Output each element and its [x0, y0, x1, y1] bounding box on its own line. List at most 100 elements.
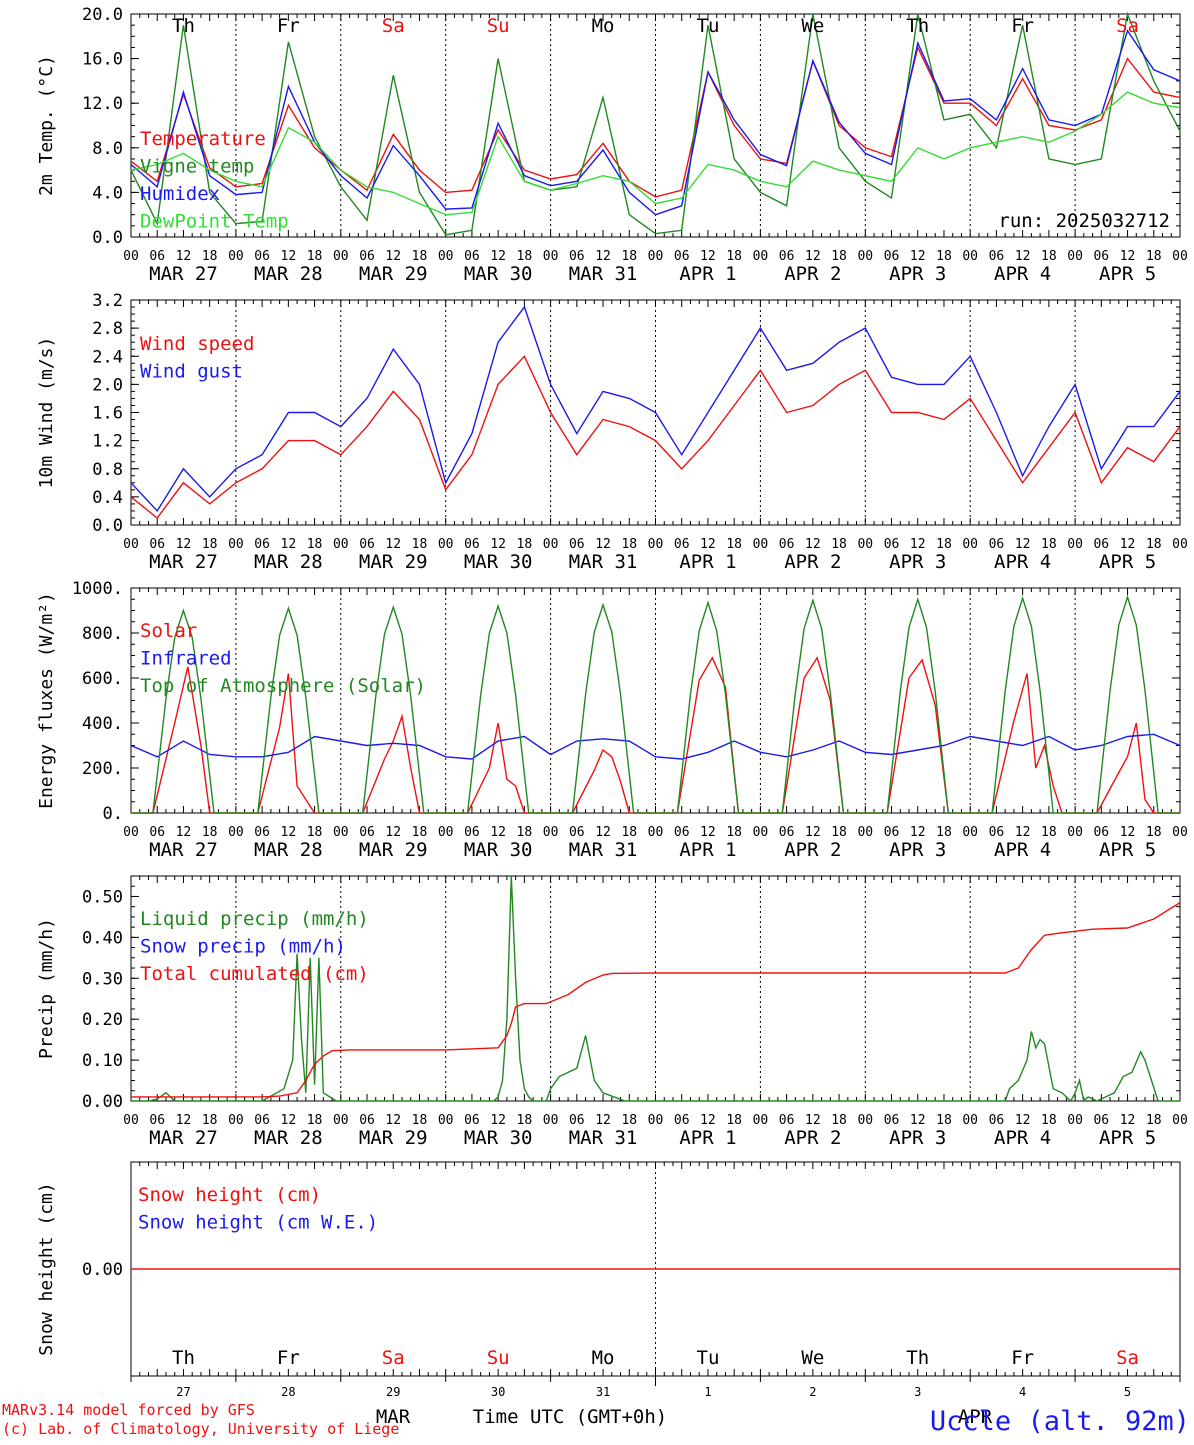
- wind-legend-entry: Wind speed: [140, 333, 254, 355]
- bottom-day-number: 1: [704, 1385, 711, 1399]
- wind-ylabel: 10m Wind (m/s): [36, 337, 57, 489]
- temp-hour-label: 12: [910, 249, 926, 264]
- energy-hour-label: 12: [910, 825, 926, 840]
- temp-legend-entry: Humidex: [140, 183, 220, 205]
- temp-hour-label: 00: [753, 249, 769, 264]
- energy-hour-label: 18: [517, 825, 533, 840]
- snow-day-name: Tu: [697, 1347, 720, 1369]
- precip-date-label: MAR 28: [254, 1127, 323, 1149]
- temp-hour-label: 00: [1172, 249, 1188, 264]
- wind-hour-label: 00: [438, 537, 454, 552]
- wind-hour-label: 18: [1041, 537, 1057, 552]
- precip-hour-label: 18: [1041, 1113, 1057, 1128]
- wind-date-label: MAR 30: [464, 551, 533, 573]
- precip-legend-entry: Liquid precip (mm/h): [140, 908, 369, 930]
- energy-hour-label: 06: [989, 825, 1005, 840]
- temp-day-name: Fr: [277, 15, 300, 37]
- energy-legend-entry: Infrared: [140, 648, 232, 670]
- temp-hour-label: 00: [543, 249, 559, 264]
- wind-hour-label: 06: [569, 537, 585, 552]
- temp-hour-label: 18: [1041, 249, 1057, 264]
- energy-hour-label: 12: [176, 825, 192, 840]
- wind-ytick-label: 2.0: [92, 375, 123, 395]
- energy-date-label: APR 5: [1099, 839, 1156, 861]
- precip-legend-entry: Total cumulated (cm): [140, 963, 369, 985]
- temp-hour-label: 18: [831, 249, 847, 264]
- wind-hour-label: 06: [989, 537, 1005, 552]
- precip-hour-label: 12: [805, 1113, 821, 1128]
- precip-ytick-label: 0.20: [82, 1010, 123, 1030]
- temp-legend-entry: DewPoint Temp: [140, 211, 289, 233]
- wind-hour-label: 12: [1015, 537, 1031, 552]
- temp-date-label: MAR 29: [359, 263, 428, 285]
- energy-hour-label: 00: [753, 825, 769, 840]
- precip-hour-label: 18: [202, 1113, 218, 1128]
- credit-line-1: MARv3.14 model forced by GFS: [2, 1401, 255, 1419]
- snow-day-name: Th: [906, 1347, 929, 1369]
- wind-hour-label: 12: [700, 537, 716, 552]
- precip-hour-label: 06: [674, 1113, 690, 1128]
- temp-hour-label: 12: [281, 249, 297, 264]
- temp-date-label: APR 2: [784, 263, 841, 285]
- precip-hour-label: 00: [1172, 1113, 1188, 1128]
- temp-hour-label: 00: [857, 249, 873, 264]
- wind-date-label: MAR 31: [569, 551, 638, 573]
- temp-series-humidex: [130, 29, 1181, 216]
- temp-hour-label: 12: [595, 249, 611, 264]
- precip-series-liquid-precip-mm-h-: [131, 875, 1180, 1103]
- wind-series-wind-speed: [130, 355, 1181, 520]
- bottom-day-number: 4: [1019, 1385, 1026, 1399]
- wind-ytick-label: 0.4: [92, 488, 123, 508]
- precip-date-label: APR 2: [784, 1127, 841, 1149]
- precip-hour-label: 00: [123, 1113, 139, 1128]
- precip-hour-label: 18: [726, 1113, 742, 1128]
- temp-hour-label: 00: [438, 249, 454, 264]
- energy-ytick-label: 200.: [82, 759, 123, 779]
- temp-hour-label: 18: [726, 249, 742, 264]
- energy-hour-label: 18: [831, 825, 847, 840]
- energy-hour-label: 18: [726, 825, 742, 840]
- precip-date-label: APR 4: [994, 1127, 1051, 1149]
- wind-hour-label: 18: [412, 537, 428, 552]
- temp-hour-label: 06: [149, 249, 165, 264]
- wind-hour-label: 00: [123, 537, 139, 552]
- bottom-day-number: 29: [386, 1385, 400, 1399]
- temp-day-name: Sa: [382, 15, 405, 37]
- wind-hour-label: 12: [910, 537, 926, 552]
- wind-hour-label: 18: [202, 537, 218, 552]
- wind-hour-label: 12: [385, 537, 401, 552]
- wind-date-label: MAR 28: [254, 551, 323, 573]
- wind-hour-label: 18: [621, 537, 637, 552]
- energy-hour-label: 18: [621, 825, 637, 840]
- temp-day-name: Fr: [1011, 15, 1034, 37]
- wind-hour-label: 06: [464, 537, 480, 552]
- snow-day-name: Th: [172, 1347, 195, 1369]
- wind-hour-label: 06: [884, 537, 900, 552]
- energy-hour-label: 00: [543, 825, 559, 840]
- precip-ylabel: Precip (mm/h): [36, 918, 57, 1059]
- temp-hour-label: 06: [884, 249, 900, 264]
- wind-ytick-label: 2.4: [92, 347, 123, 367]
- temp-hour-label: 12: [700, 249, 716, 264]
- wind-date-label: MAR 27: [149, 551, 218, 573]
- precip-hour-label: 00: [648, 1113, 664, 1128]
- bottom-xlabel: Time UTC (GMT+0h): [473, 1406, 667, 1428]
- panel-precip: [130, 875, 1181, 1103]
- wind-date-label: APR 1: [679, 551, 736, 573]
- energy-ytick-label: 0.: [103, 804, 123, 824]
- wind-hour-label: 18: [517, 537, 533, 552]
- wind-date-label: APR 4: [994, 551, 1051, 573]
- precip-date-label: APR 1: [679, 1127, 736, 1149]
- wind-series-wind-gust: [130, 305, 1181, 513]
- energy-hour-label: 00: [648, 825, 664, 840]
- temp-hour-label: 18: [1146, 249, 1162, 264]
- wind-ytick-label: 1.2: [92, 432, 123, 452]
- temp-ytick-label: 4.0: [92, 183, 123, 203]
- precip-hour-label: 00: [438, 1113, 454, 1128]
- wind-hour-label: 00: [1067, 537, 1083, 552]
- precip-date-label: MAR 27: [149, 1127, 218, 1149]
- temp-ytick-label: 12.0: [82, 94, 123, 114]
- energy-hour-label: 00: [123, 825, 139, 840]
- temp-ytick-label: 0.0: [92, 228, 123, 248]
